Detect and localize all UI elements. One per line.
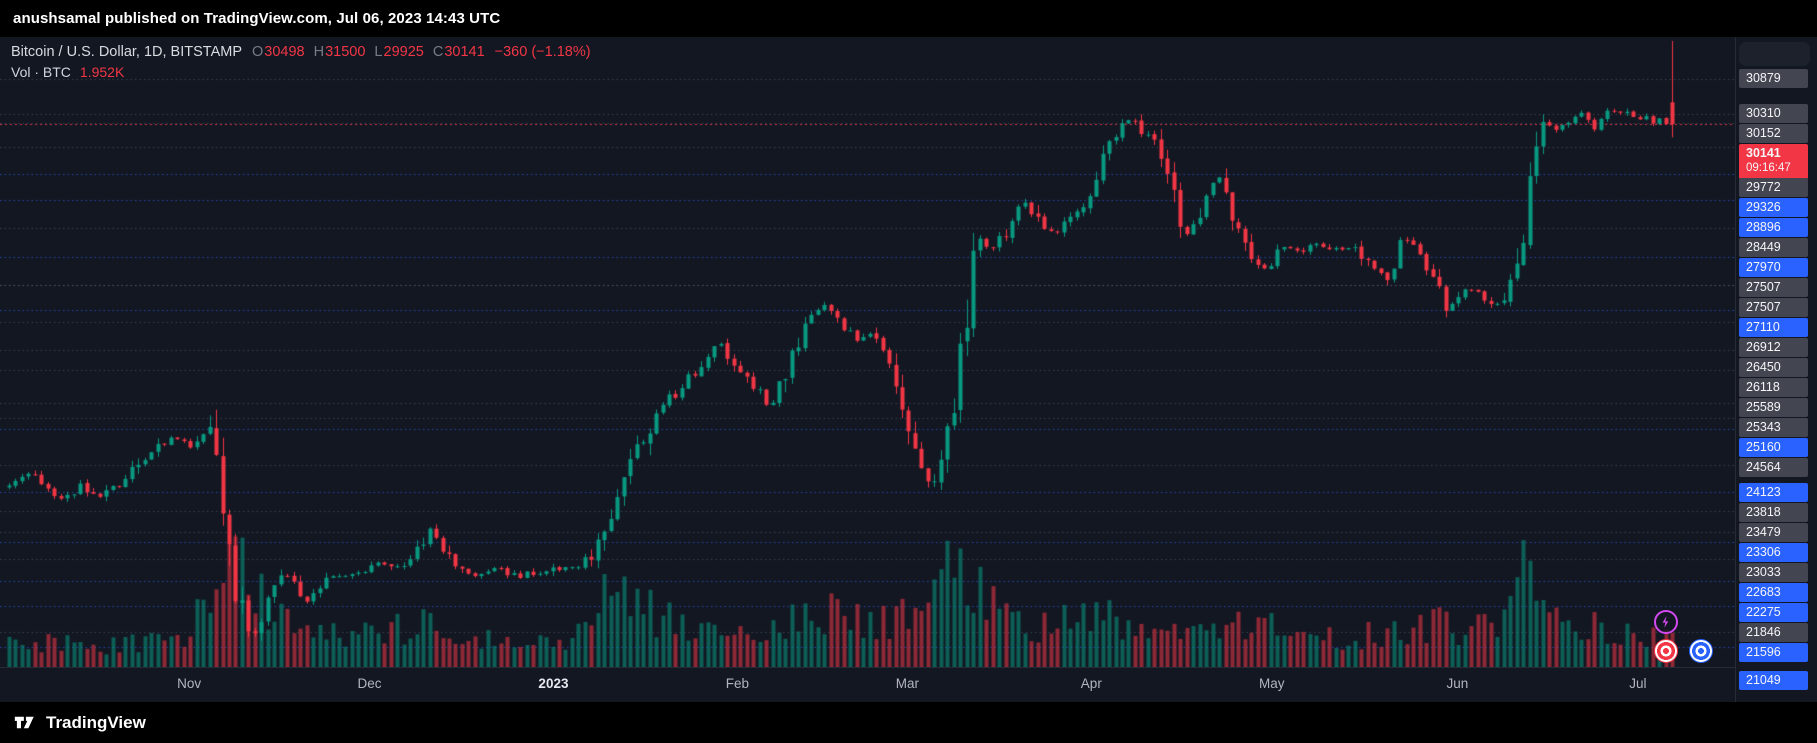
alert-price-label[interactable]: 23306 xyxy=(1739,542,1808,562)
price-line-label: 26118 xyxy=(1739,378,1808,398)
last-price-value: 30141 xyxy=(1746,146,1781,161)
legend-ohlc-pair: C 30141 xyxy=(432,44,485,60)
alert-price-label[interactable]: 22275 xyxy=(1739,602,1808,622)
price-line-label: 27507 xyxy=(1739,298,1808,318)
volume-label[interactable]: Vol · BTC xyxy=(11,64,71,80)
alert-price-label[interactable]: 27970 xyxy=(1739,258,1808,278)
price-line-label: 28449 xyxy=(1739,238,1808,258)
alert-price-label[interactable]: 29326 xyxy=(1739,198,1808,218)
price-line-label: 26450 xyxy=(1739,358,1808,378)
alert-price-label[interactable]: 21049 xyxy=(1739,671,1808,691)
tradingview-wordmark[interactable]: TradingView xyxy=(46,712,146,732)
alert-price-label[interactable]: 27110 xyxy=(1739,318,1808,338)
chart-pane[interactable]: Bitcoin / U.S. Dollar, 1D, BITSTAMP O 304… xyxy=(0,37,1735,667)
last-price-label[interactable]: 30141 09:16:47 xyxy=(1739,144,1808,180)
chart-legend: Bitcoin / U.S. Dollar, 1D, BITSTAMP O 304… xyxy=(11,44,591,80)
time-axis-label-mar: Mar xyxy=(895,676,920,691)
time-axis-label-nov: Nov xyxy=(177,676,202,691)
price-line-label: 23033 xyxy=(1739,562,1808,582)
alert-price-label[interactable]: 28896 xyxy=(1739,218,1808,238)
target-marker-blue-icon[interactable] xyxy=(1689,639,1713,663)
footer: TradingView xyxy=(0,702,1817,743)
lightning-alert-icon[interactable] xyxy=(1654,610,1678,634)
price-line-label: 27507 xyxy=(1739,278,1808,298)
time-axis-label-dec: Dec xyxy=(357,676,382,691)
price-line-label: 21846 xyxy=(1739,622,1808,642)
time-axis-label-may: May xyxy=(1258,676,1285,691)
alert-price-label[interactable]: 22683 xyxy=(1739,582,1808,602)
tradingview-mark-icon xyxy=(14,716,34,729)
legend-ohlc: O 30498 H 31500 L 29925 C 30141 xyxy=(252,44,485,60)
time-axis-label-2023: 2023 xyxy=(538,676,569,691)
candle-countdown: 09:16:47 xyxy=(1746,162,1791,175)
legend-ohlc-pair: O 30498 xyxy=(252,44,305,60)
banner-text: anushsamal published on TradingView.com,… xyxy=(13,10,501,27)
bolt-glyph-icon xyxy=(1662,616,1669,628)
time-axis-label-apr: Apr xyxy=(1080,676,1102,691)
time-axis-label-feb: Feb xyxy=(725,676,750,691)
volume-value: 1.952K xyxy=(79,64,125,80)
time-axis-label-jul: Jul xyxy=(1629,676,1647,691)
price-line-label: 25343 xyxy=(1739,418,1808,438)
price-line-label: 23818 xyxy=(1739,502,1808,522)
price-line-label: 26912 xyxy=(1739,338,1808,358)
price-line-label: 30879 xyxy=(1739,69,1808,89)
price-line-label: 30152 xyxy=(1739,124,1808,144)
price-line-label: 29772 xyxy=(1739,178,1808,198)
price-chart-canvas[interactable] xyxy=(0,37,1735,667)
tradingview-logo-icon[interactable] xyxy=(14,712,37,733)
time-axis-label-jun: Jun xyxy=(1446,676,1469,691)
alert-price-label[interactable]: 21596 xyxy=(1739,642,1808,662)
price-line-label: 24564 xyxy=(1739,458,1808,478)
legend-ohlc-pair: L 29925 xyxy=(374,44,424,60)
price-line-label: 30310 xyxy=(1739,104,1808,124)
price-line-label: 23479 xyxy=(1739,522,1808,542)
price-line-label: 25589 xyxy=(1739,398,1808,418)
target-marker-red-icon[interactable] xyxy=(1654,639,1678,663)
time-axis[interactable]: Nov Dec 2023 Feb Mar Apr May Jun Jul xyxy=(0,667,1735,702)
price-scale[interactable]: 30879 30310 30152 30141 09:16:47 29772 29326 28… xyxy=(1735,37,1817,702)
legend-ohlc-pair: H 31500 xyxy=(313,44,366,60)
alert-price-label[interactable]: 24123 xyxy=(1739,482,1808,502)
price-change: −360 (−1.18%) xyxy=(494,44,591,60)
alert-price-label[interactable]: 25160 xyxy=(1739,438,1808,458)
symbol-title[interactable]: Bitcoin / U.S. Dollar, 1D, BITSTAMP xyxy=(11,44,242,60)
top-right-widget[interactable] xyxy=(1739,42,1810,66)
chart-area: Bitcoin / U.S. Dollar, 1D, BITSTAMP O 304… xyxy=(0,37,1817,702)
